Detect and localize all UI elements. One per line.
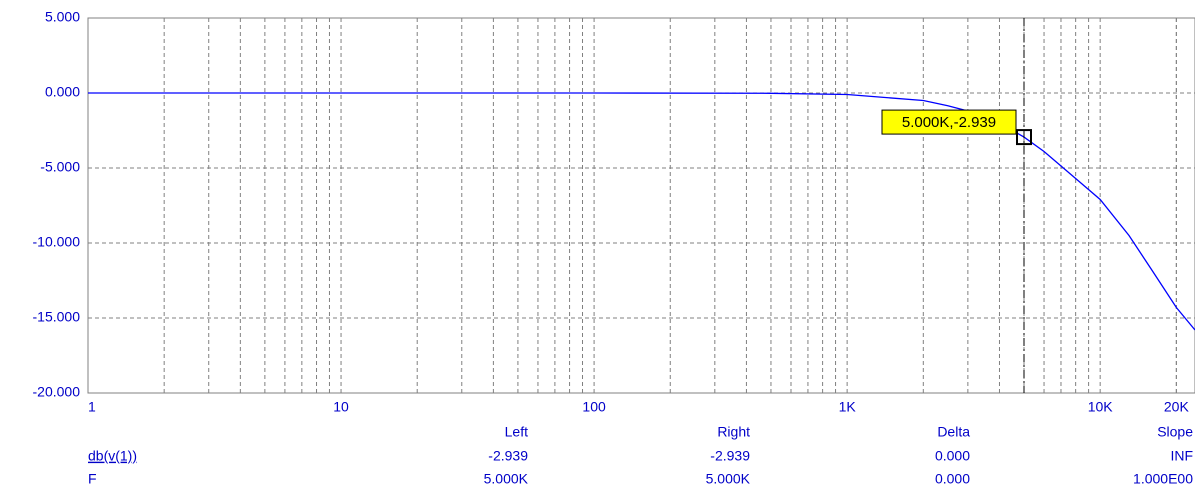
y-tick-label: -5.000 [40,159,80,175]
cursor-label: 5.000K,-2.939 [902,114,996,131]
table-cell: 1.000E00 [1133,471,1193,486]
x-tick-label: 10 [333,399,349,415]
x-tick-label: 1K [839,399,857,415]
table-row-label: F [88,471,97,486]
plot-frame [87,17,1195,394]
table-cell: 5.000K [706,471,751,486]
cursor-marker [1015,129,1032,146]
table-header: Right [717,424,750,440]
table-cell: 5.000K [484,471,529,486]
y-tick-label: -20.000 [33,384,81,400]
table-header: Delta [937,424,970,440]
x-tick-label: 100 [582,399,606,415]
table-header: Left [505,424,528,440]
table-cell: 0.000 [935,448,970,464]
x-tick-label: 10K [1088,399,1114,415]
cursor-label-box [881,109,1017,135]
table-cell: -2.939 [710,448,750,464]
x-tick-label: 20K [1164,399,1190,415]
table-cell: -2.939 [488,448,528,464]
y-tick-label: -15.000 [33,309,81,325]
table-cell: 0.000 [935,471,970,486]
y-tick-label: -10.000 [33,234,81,250]
y-tick-label: 0.000 [45,84,80,100]
table-cell: INF [1170,448,1193,464]
table-row-label: db(v(1)) [88,448,137,464]
y-tick-label: 5.000 [45,9,80,25]
table-header: Slope [1157,424,1193,440]
x-tick-label: 1 [88,399,96,415]
line-series [88,92,1195,331]
